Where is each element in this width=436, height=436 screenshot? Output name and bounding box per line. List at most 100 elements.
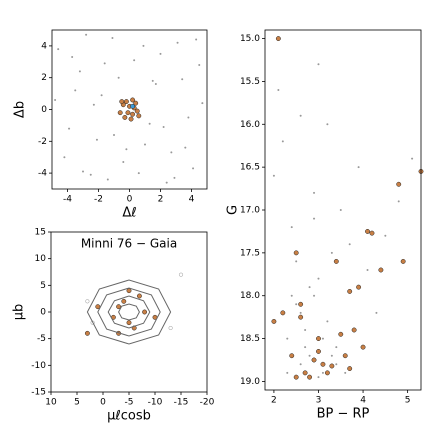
field-point: [113, 133, 115, 136]
axes-frame: [51, 29, 208, 190]
x-tick-label: -2: [94, 195, 103, 205]
y-tick-label: 15.5: [240, 77, 260, 87]
member-point: [293, 250, 299, 256]
member-point: [130, 97, 136, 103]
y-axis-label: μb: [12, 304, 27, 321]
y-axis-label: G: [226, 205, 241, 215]
field-point: [366, 269, 369, 271]
member-point: [342, 353, 348, 359]
y-tick-label: -2: [38, 137, 47, 147]
field-point: [90, 320, 95, 325]
field-point: [295, 303, 298, 306]
field-point: [63, 156, 66, 159]
x-tick-label: 5: [405, 396, 411, 406]
field-point: [198, 63, 201, 66]
y-tick-label: -5: [37, 334, 46, 344]
field-point: [74, 89, 77, 92]
field-point: [78, 70, 81, 73]
member-point: [302, 370, 308, 376]
field-point: [117, 76, 120, 79]
y-tick-label: 17.5: [240, 248, 260, 258]
field-point: [295, 260, 298, 263]
field-point: [85, 299, 90, 304]
x-tick-label: 0: [127, 195, 133, 205]
field-point: [272, 174, 275, 177]
member-point: [333, 258, 339, 264]
y-tick-label: -15: [31, 388, 46, 398]
x-tick-label: 2: [271, 396, 277, 406]
y-tick-label: 18.0: [240, 291, 260, 301]
field-point: [317, 376, 320, 379]
field-point: [384, 234, 387, 237]
field-point: [85, 33, 88, 36]
y-tick-label: 18.5: [240, 334, 260, 344]
y-tick-label: 17.0: [240, 206, 260, 216]
x-axis-label: BP − RP: [317, 407, 370, 422]
field-point: [195, 38, 198, 41]
member-point: [133, 100, 139, 106]
member-point: [84, 330, 90, 336]
field-point: [100, 94, 103, 97]
field-point: [290, 226, 293, 229]
field-point: [144, 143, 146, 146]
x-tick-label: 5: [74, 398, 80, 408]
member-point: [378, 267, 384, 273]
field-point: [397, 200, 400, 203]
member-point: [316, 336, 321, 342]
y-tick-label: 4: [41, 41, 47, 51]
x-tick-label: -4: [63, 195, 72, 205]
field-point: [321, 337, 324, 340]
field-point: [122, 160, 125, 163]
y-tick-label: 15: [35, 228, 46, 238]
field-point: [148, 122, 151, 125]
field-point: [184, 146, 187, 149]
field-point: [277, 89, 280, 91]
field-point: [68, 127, 71, 130]
member-point: [119, 99, 125, 105]
field-point: [95, 138, 98, 141]
field-point: [299, 311, 302, 314]
field-point: [290, 294, 293, 297]
member-point: [128, 116, 134, 122]
field-point: [286, 371, 289, 374]
member-point: [324, 370, 330, 376]
member-point: [293, 374, 299, 380]
member-point: [116, 304, 122, 310]
field-point: [304, 346, 307, 349]
panel-title: Minni 76 − Gaia: [81, 237, 177, 251]
field-point: [111, 36, 114, 39]
member-point: [400, 258, 406, 264]
member-point: [396, 181, 402, 187]
x-tick-label: 0: [100, 398, 106, 408]
axes-frame: [50, 231, 208, 393]
field-point: [103, 62, 106, 65]
x-tick-label: 10: [45, 398, 57, 408]
field-point: [313, 191, 316, 194]
y-tick-label: 15.0: [240, 34, 260, 44]
member-point: [271, 318, 277, 324]
member-point: [280, 310, 286, 316]
y-axis-label: Δb: [13, 101, 28, 118]
y-tick-label: 10: [35, 254, 47, 264]
field-point: [125, 148, 128, 151]
member-point: [329, 363, 335, 369]
field-point: [313, 217, 316, 220]
field-point: [133, 59, 136, 62]
member-point: [356, 284, 362, 290]
field-point: [321, 371, 324, 374]
field-point: [168, 325, 173, 331]
field-point: [92, 103, 95, 106]
x-tick-label: -10: [148, 398, 163, 408]
y-tick-label: 16.0: [240, 120, 260, 130]
field-point: [411, 157, 414, 160]
member-point: [275, 36, 281, 42]
field-point: [54, 98, 57, 101]
member-point: [126, 288, 132, 294]
field-point: [339, 209, 342, 211]
field-point: [330, 251, 333, 254]
member-point: [126, 320, 132, 326]
member-point: [298, 314, 304, 320]
field-point: [326, 123, 329, 126]
member-point: [122, 115, 128, 120]
